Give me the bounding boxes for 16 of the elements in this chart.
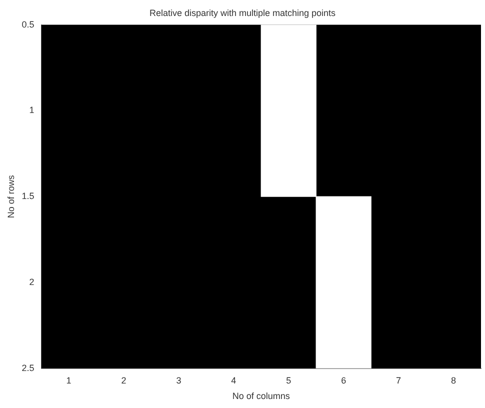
y-tick-label: 0.5 [22,19,34,30]
x-axis-title: No of columns [232,391,290,402]
x-tick-label: 7 [396,375,402,386]
y-tick-label: 2 [29,276,34,287]
x-tick-label: 3 [176,375,182,386]
chart-title: Relative disparity with multiple matching points [149,8,336,18]
y-tick-label: 1 [29,105,34,116]
y-tick-label: 2.5 [22,362,34,373]
x-tick-label: 4 [231,375,236,386]
y-tick-label: 1.5 [22,191,34,202]
x-tick-label: 5 [286,375,292,386]
x-tick-label: 1 [66,375,72,386]
x-tick-label: 6 [341,375,346,386]
x-tick-label: 2 [121,375,126,386]
x-tick-label: 8 [451,375,456,386]
y-axis-title: No of rows [6,174,16,218]
